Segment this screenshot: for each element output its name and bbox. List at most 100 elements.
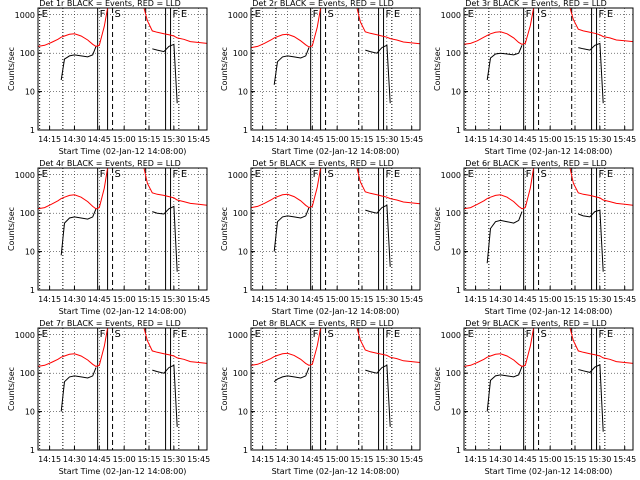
x-tick-label: 14:15 [38, 135, 61, 144]
x-tick-label: 14:30 [489, 135, 512, 144]
series-line [365, 44, 391, 104]
panel: Det 9r BLACK = Events, RED = LLD Start Ti… [433, 319, 636, 476]
y-axis-label: Counts/sec [220, 207, 229, 251]
x-tick-label: 14:15 [251, 455, 274, 464]
event-label: S [541, 9, 547, 20]
y-tick-label: 10 [451, 248, 461, 257]
y-tick-label: 1000 [15, 331, 35, 340]
series-line [60, 208, 97, 256]
plot-frame [250, 167, 421, 291]
series-line [464, 168, 535, 210]
y-tick-label: 100 [446, 209, 461, 218]
x-tick-label: 14:45 [88, 135, 111, 144]
event-label: E [607, 169, 613, 180]
plot-frame [37, 327, 208, 451]
y-tick-label: 10 [238, 248, 248, 257]
y-tick-label: 10 [238, 88, 248, 97]
x-tick-label: 14:15 [464, 135, 487, 144]
y-tick-label: 10 [25, 88, 35, 97]
series-line [152, 43, 178, 104]
x-tick-label: 15:15 [350, 295, 373, 304]
y-tick-label: 1000 [15, 171, 35, 180]
x-tick-label: 15:30 [375, 295, 398, 304]
x-tick-label: 15:30 [588, 295, 611, 304]
series-line [143, 328, 207, 364]
series-line [273, 207, 310, 252]
event-label: F [313, 329, 319, 340]
plot-frame [37, 167, 208, 291]
x-tick-label: 15:30 [375, 455, 398, 464]
series-line [356, 328, 420, 363]
x-tick-label: 15:45 [613, 295, 636, 304]
x-tick-label: 14:45 [301, 455, 324, 464]
x-tick-label: 15:15 [137, 455, 160, 464]
x-axis-label: Start Time (02-Jan-12 14:08:00) [272, 467, 400, 476]
event-label: E [255, 9, 261, 20]
y-axis-label: Counts/sec [7, 47, 16, 91]
panel: Det 8r BLACK = Events, RED = LLD Start Ti… [220, 319, 423, 476]
x-tick-label: 14:30 [63, 135, 86, 144]
series-line [356, 168, 420, 205]
x-tick-label: 14:30 [489, 295, 512, 304]
x-tick-label: 14:45 [88, 295, 111, 304]
series-line [578, 209, 604, 272]
y-tick-label: 1 [30, 446, 35, 455]
series-line [251, 168, 322, 209]
event-label: S [541, 329, 547, 340]
series-line [464, 328, 535, 367]
series-line [273, 367, 310, 383]
x-axis-label: Start Time (02-Jan-12 14:08:00) [485, 307, 613, 316]
x-tick-label: 15:45 [400, 455, 423, 464]
x-tick-label: 14:15 [464, 455, 487, 464]
event-label: S [115, 169, 121, 180]
chart-title: Det 6r BLACK = Events, RED = LLD [465, 159, 607, 168]
event-label: S [328, 329, 334, 340]
event-label: F [100, 169, 106, 180]
series-line [486, 211, 523, 264]
event-label: E [42, 169, 48, 180]
x-tick-label: 15:00 [539, 295, 562, 304]
x-tick-label: 15:30 [588, 135, 611, 144]
y-tick-label: 1 [30, 126, 35, 135]
x-tick-label: 15:30 [162, 295, 185, 304]
series-line [356, 8, 420, 45]
y-tick-label: 100 [446, 369, 461, 378]
plot-frame [37, 7, 208, 131]
x-tick-label: 15:45 [613, 135, 636, 144]
x-tick-label: 15:30 [162, 135, 185, 144]
series-line [251, 8, 322, 49]
x-tick-label: 15:00 [113, 135, 136, 144]
series-line [143, 8, 207, 44]
x-tick-label: 14:30 [276, 135, 299, 144]
x-tick-label: 15:00 [326, 135, 349, 144]
x-axis-label: Start Time (02-Jan-12 14:08:00) [59, 307, 187, 316]
x-tick-label: 14:15 [38, 455, 61, 464]
x-tick-label: 15:00 [113, 295, 136, 304]
series-line [38, 168, 109, 210]
event-label: F [100, 329, 106, 340]
x-tick-label: 15:00 [326, 455, 349, 464]
x-tick-label: 14:15 [464, 295, 487, 304]
x-tick-label: 15:45 [400, 295, 423, 304]
y-tick-label: 1000 [228, 171, 248, 180]
event-label: E [42, 329, 48, 340]
x-tick-label: 14:15 [251, 135, 274, 144]
chart-title: Det 2r BLACK = Events, RED = LLD [252, 0, 394, 8]
event-label: E [394, 9, 400, 20]
x-tick-label: 14:30 [489, 455, 512, 464]
y-tick-label: 10 [451, 408, 461, 417]
plot-frame [250, 327, 421, 451]
event-label: F [173, 9, 179, 20]
x-tick-label: 15:45 [613, 455, 636, 464]
x-tick-label: 15:30 [375, 135, 398, 144]
x-tick-label: 15:00 [326, 295, 349, 304]
series-line [578, 364, 604, 432]
chart-title: Det 8r BLACK = Events, RED = LLD [252, 319, 394, 328]
y-tick-label: 1000 [441, 331, 461, 340]
event-label: E [607, 9, 613, 20]
event-label: E [42, 9, 48, 20]
y-axis-label: Counts/sec [7, 367, 16, 411]
y-tick-label: 100 [20, 369, 35, 378]
x-tick-label: 15:15 [137, 295, 160, 304]
